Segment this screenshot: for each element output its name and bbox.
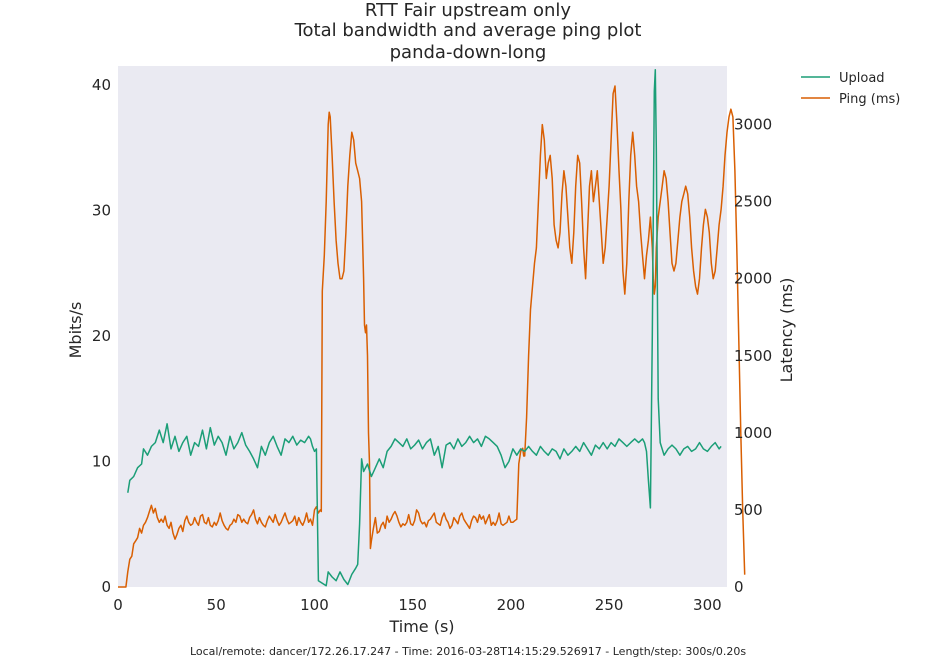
x-tick-label: 50 [207,596,226,614]
x-axis-ticks: 0 50 100 150 200 250 300 [113,596,721,614]
y-axis-left-ticks: 0 10 20 30 40 [92,76,111,596]
y-left-tick-label: 10 [92,452,111,470]
series-upload-line [127,69,722,587]
y-axis-right-label: Latency (ms) [777,278,796,383]
y-left-tick-label: 20 [92,327,111,345]
chart-title-line-2: Total bandwidth and average ping plot [294,20,642,41]
y-right-tick-label: 1000 [734,424,772,442]
plot-lines [118,69,746,588]
x-axis-label: Time (s) [388,617,454,636]
y-axis-right-ticks: 0 500 1000 1500 2000 2500 3000 [734,116,772,596]
y-left-tick-label: 0 [101,578,111,596]
plot-area-background [118,66,727,587]
y-left-tick-label: 40 [92,76,111,94]
x-tick-label: 0 [113,596,123,614]
x-tick-label: 250 [595,596,624,614]
legend: Upload Ping (ms) [801,71,900,107]
x-tick-label: 200 [497,596,526,614]
y-right-tick-label: 500 [734,501,763,519]
footer-info: Local/remote: dancer/172.26.17.247 - Tim… [189,645,747,658]
y-right-tick-label: 2000 [734,270,772,288]
series-ping-line [118,85,746,588]
chart-title-line-3: panda-down-long [389,42,547,63]
y-right-tick-label: 1500 [734,347,772,365]
y-left-tick-label: 30 [92,201,111,219]
chart-title-line-1: RTT Fair upstream only [364,0,572,21]
y-right-tick-label: 0 [734,578,744,596]
legend-ping-label: Ping (ms) [839,92,900,107]
y-right-tick-label: 3000 [734,116,772,134]
legend-upload-label: Upload [839,71,885,86]
x-tick-label: 300 [693,596,722,614]
y-right-tick-label: 2500 [734,193,772,211]
y-axis-left-label: Mbits/s [66,302,85,359]
x-tick-label: 100 [300,596,329,614]
x-tick-label: 150 [398,596,427,614]
